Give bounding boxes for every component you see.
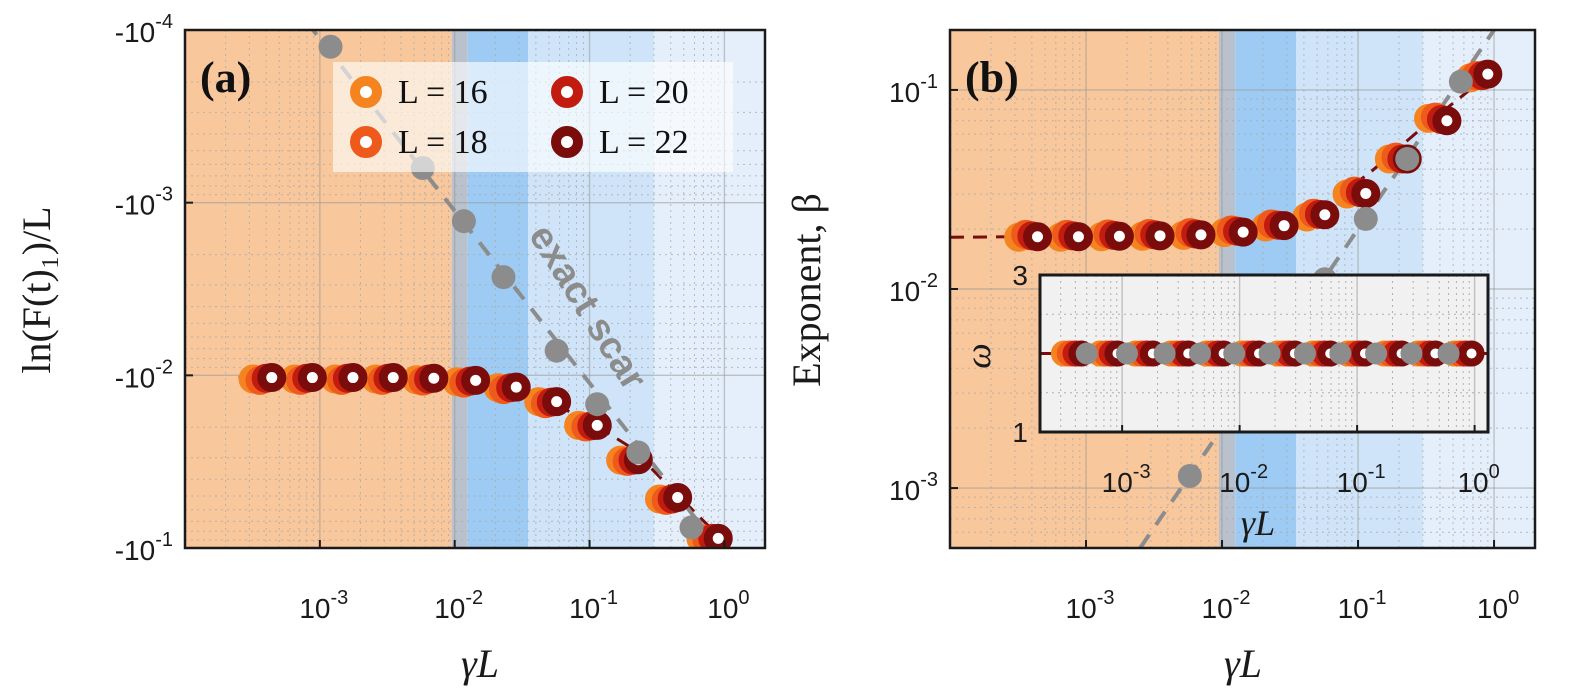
point-L22-8 xyxy=(1351,178,1381,208)
inset-scar-point-9 xyxy=(1400,342,1423,365)
point-L22-11 xyxy=(1473,59,1503,89)
inset-frame xyxy=(1038,273,1490,434)
legend-label-L20: L = 20 xyxy=(599,74,689,111)
inset-scar-point-8 xyxy=(1365,342,1388,365)
panel-a-xlabel: γL xyxy=(461,641,499,686)
panel-a-ytick-label-3: -10-1 xyxy=(115,529,173,566)
point-L22-10 xyxy=(1432,106,1462,136)
inset-scar-point-1 xyxy=(1115,342,1138,365)
point-L22-10 xyxy=(663,483,693,513)
point-L22-2 xyxy=(338,363,368,393)
inset-scar-point-6 xyxy=(1293,342,1316,365)
point-exact-scar--5 xyxy=(585,392,610,417)
panel-b-label: (b) xyxy=(965,53,1019,102)
point-exact-scar--3 xyxy=(1395,146,1420,171)
panel-a-xtick-label-2: 10-1 xyxy=(569,587,618,624)
point-exact-scar--2 xyxy=(1353,206,1378,231)
point-L22-11 xyxy=(703,523,733,548)
point-L22-1 xyxy=(1063,222,1093,252)
point-exact-scar--2 xyxy=(451,209,476,234)
point-L22-7 xyxy=(542,387,572,417)
point-exact-scar--7 xyxy=(679,515,704,540)
legend-box xyxy=(333,62,733,172)
point-L22-4 xyxy=(1186,220,1216,250)
panel-b-ylabel: Exponent, β xyxy=(784,193,829,387)
panel-a-frame xyxy=(183,28,767,550)
panel-a-label: (a) xyxy=(200,53,251,102)
point-L22-4 xyxy=(419,363,449,393)
point-L22-8 xyxy=(582,410,612,440)
panel-a-xtick-label-1: 10-2 xyxy=(434,587,483,624)
point-L22-0 xyxy=(257,363,287,393)
legend-marker-L22 xyxy=(551,126,583,158)
point-L22-7 xyxy=(1310,200,1340,230)
panel-b-points xyxy=(1004,59,1503,488)
inset-scar-point-5 xyxy=(1258,342,1281,365)
panel-b-xtick-label-2: 10-1 xyxy=(1338,587,1387,624)
point-exact-scar--6 xyxy=(626,440,651,465)
inset-xtick-label-0: 10-3 xyxy=(1102,461,1151,498)
point-exact-scar--4 xyxy=(1448,69,1473,94)
panel-b-xlabel: γL xyxy=(1224,641,1262,686)
legend-marker-L20 xyxy=(551,76,583,108)
panel-a-points xyxy=(238,34,733,548)
legend-label-L22: L = 22 xyxy=(599,124,689,161)
point-L22-6 xyxy=(1269,211,1299,241)
legend-marker-L16 xyxy=(350,76,382,108)
legend-marker-L18 xyxy=(350,126,382,158)
inset-xlabel: γL xyxy=(1241,503,1275,543)
panel-a-ylabel: ln(F(t)₁)/L xyxy=(14,206,59,373)
panel-b-xtick-label-3: 100 xyxy=(1477,587,1519,624)
point-L22-5 xyxy=(1228,217,1258,247)
point-exact-scar--0 xyxy=(318,34,343,59)
inset-ytick-label-1: 3 xyxy=(1012,260,1028,291)
panel-b-ytick-label-0: 10-3 xyxy=(889,469,938,506)
panel-a: exact scar 10-3 10-2 10-1 100-10-4-10-3-10-… xyxy=(14,11,767,686)
point-exact-scar--4 xyxy=(544,338,569,363)
inset-scar-point-7 xyxy=(1329,342,1352,365)
point-exact-scar--3 xyxy=(491,265,516,290)
inset-ytick-label-0: 1 xyxy=(1012,417,1028,448)
panel-a-ytick-label-2: -10-2 xyxy=(115,356,173,393)
legend-label-L16: L = 16 xyxy=(398,74,488,111)
point-L22-3 xyxy=(1145,221,1175,251)
inset-ylabel: ω xyxy=(958,343,998,368)
point-L22-5 xyxy=(461,365,491,395)
panel-a-xtick-label-3: 100 xyxy=(707,587,749,624)
inset-point-3-11 xyxy=(1458,340,1485,367)
panel-a-ytick-label-1: -10-3 xyxy=(115,184,173,221)
panel-a-ytick-label-0: -10-4 xyxy=(115,11,173,48)
inset-scar-point-4 xyxy=(1223,342,1246,365)
panel-b-xtick-label-1: 10-2 xyxy=(1202,587,1251,624)
panel-b-ytick-label-2: 10-1 xyxy=(889,71,938,108)
inset-scar-point-2 xyxy=(1153,342,1176,365)
panel-b-ytick-label-1: 10-2 xyxy=(889,270,938,307)
inset-scar-point-0 xyxy=(1075,342,1098,365)
legend: L = 16 L = 18 L = 20 L = 22 xyxy=(333,62,733,172)
panel-a-xtick-label-0: 10-3 xyxy=(299,587,348,624)
inset-scar-point-3 xyxy=(1188,342,1211,365)
point-L22-1 xyxy=(297,363,327,393)
point-L22-2 xyxy=(1104,221,1134,251)
point-L22-3 xyxy=(378,363,408,393)
point-exact-scar--0 xyxy=(1177,463,1202,488)
point-L22-6 xyxy=(501,372,531,402)
legend-label-L18: L = 18 xyxy=(398,124,488,161)
inset-scar-point-10 xyxy=(1437,342,1460,365)
inset-points xyxy=(1040,340,1488,367)
point-L22-0 xyxy=(1023,222,1053,252)
panel-a-ticks: 10-3 10-2 10-1 100 -10-4 -10-3 -10-2 -10-1 xyxy=(115,11,750,624)
panel-b-xtick-label-0: 10-3 xyxy=(1066,587,1115,624)
